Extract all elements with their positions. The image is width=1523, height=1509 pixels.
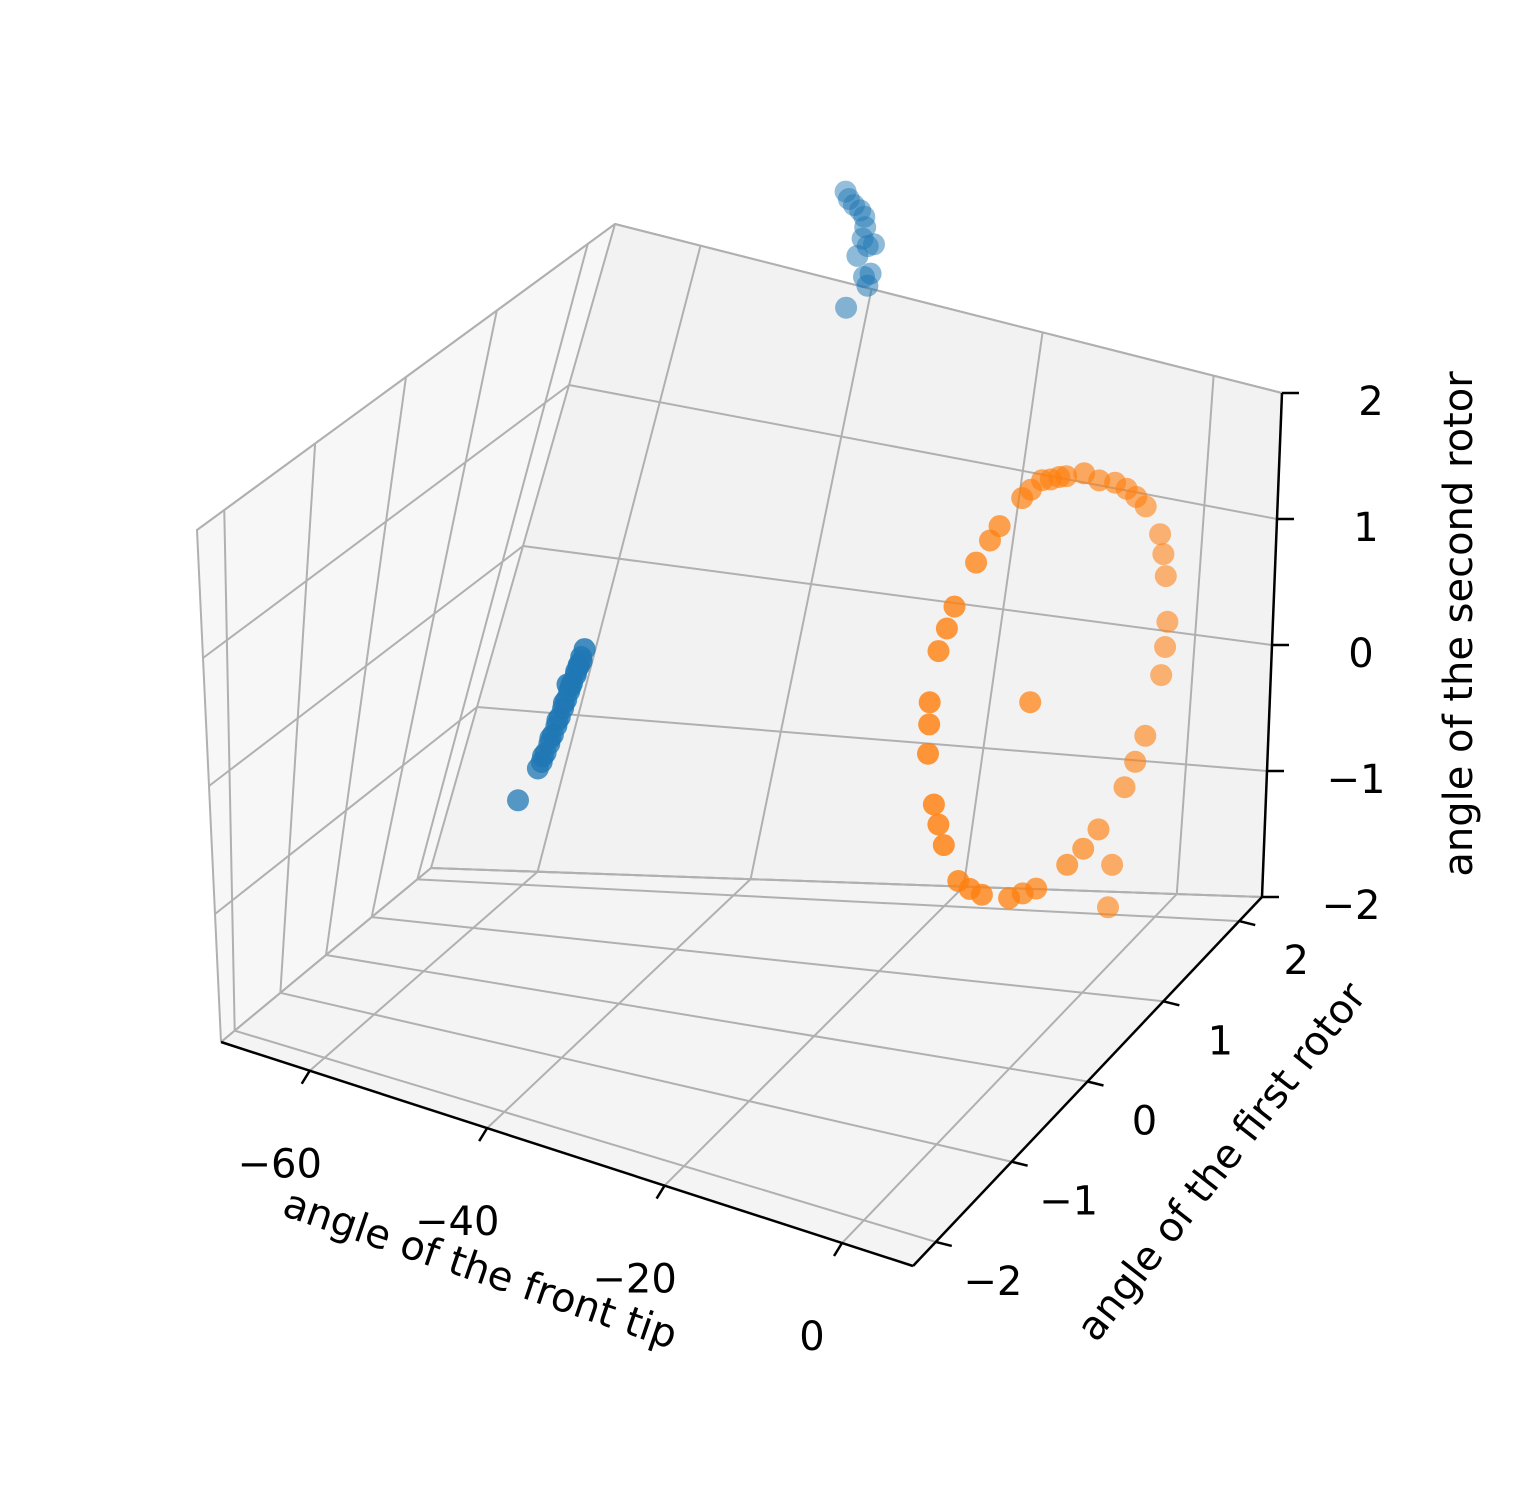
gridline-y-floor xyxy=(325,954,1088,1083)
y-tick-label: 2 xyxy=(1283,938,1308,984)
y-tick-label: 1 xyxy=(1208,1018,1233,1064)
pane-back xyxy=(431,224,1282,897)
data-point-series-2 xyxy=(1087,818,1110,841)
data-point-series-2 xyxy=(1124,750,1147,773)
gridline-z-left xyxy=(202,384,570,659)
data-point-series-1 xyxy=(835,296,858,319)
gridline-z-left xyxy=(214,706,478,915)
gridline-y-floor xyxy=(234,1029,937,1243)
x-tick-label: −40 xyxy=(415,1199,499,1245)
gridline-z-back xyxy=(522,545,1273,646)
data-point-series-2 xyxy=(1152,543,1175,566)
data-point-series-2 xyxy=(918,713,941,736)
data-point-series-1 xyxy=(507,789,529,812)
z-tick-label: 0 xyxy=(1348,631,1373,677)
gridline-z-back xyxy=(430,867,1263,898)
y-tick-mark xyxy=(935,1240,953,1248)
z-tick-label: −2 xyxy=(1322,883,1381,929)
y-tick-mark xyxy=(1163,1000,1180,1007)
data-point-series-1 xyxy=(834,180,857,203)
data-points xyxy=(507,180,1179,919)
gridline-y-floor xyxy=(280,991,1012,1163)
z-axis-label: angle of the second rotor xyxy=(1436,371,1482,877)
pane-floor xyxy=(221,868,1262,1266)
data-point-series-2 xyxy=(947,870,970,892)
data-point-series-2 xyxy=(1019,691,1042,714)
data-point-series-2 xyxy=(1154,636,1177,658)
gridline-z-left xyxy=(196,223,616,531)
data-point-series-2 xyxy=(935,617,958,640)
z-tick-label: 2 xyxy=(1358,379,1383,425)
y-tick-label: −2 xyxy=(963,1259,1022,1305)
gridline-y-floor xyxy=(371,916,1164,1003)
y-tick-label: 0 xyxy=(1132,1099,1157,1145)
x-tick-label: −20 xyxy=(592,1257,676,1303)
data-point-series-2 xyxy=(1150,664,1173,687)
data-point-series-2 xyxy=(1156,610,1179,633)
data-point-series-2 xyxy=(1101,853,1124,876)
y-tick-mark xyxy=(1087,1080,1104,1087)
data-point-series-2 xyxy=(1056,853,1079,876)
data-point-series-2 xyxy=(943,595,966,618)
gridline-z-back xyxy=(568,384,1278,520)
data-point-series-1 xyxy=(849,199,872,222)
x-tick-mark xyxy=(478,1127,489,1142)
data-point-series-1 xyxy=(556,673,579,696)
y-tick-mark xyxy=(1011,1160,1028,1167)
data-point-series-2 xyxy=(1113,776,1136,799)
x-axis-line xyxy=(220,1040,914,1268)
x-tick-mark xyxy=(832,1242,844,1257)
data-point-series-1 xyxy=(843,194,865,217)
data-point-series-2 xyxy=(918,691,941,714)
data-point-series-2 xyxy=(1149,523,1172,546)
data-point-series-2 xyxy=(927,813,950,836)
x-tick-mark xyxy=(655,1184,666,1200)
data-point-series-2 xyxy=(932,834,955,857)
data-point-series-2 xyxy=(1134,724,1157,747)
data-point-series-2 xyxy=(917,742,939,765)
y-tick-mark xyxy=(1238,919,1256,927)
data-point-series-2 xyxy=(922,793,945,816)
data-point-series-1 xyxy=(846,244,869,267)
data-point-series-2 xyxy=(965,551,988,574)
z-tick-label: 1 xyxy=(1353,505,1378,551)
x-tick-mark xyxy=(300,1070,311,1085)
x-tick-label: −60 xyxy=(237,1142,321,1188)
axis-lines xyxy=(220,391,1299,1268)
data-point-series-2 xyxy=(979,529,1001,552)
data-point-series-2 xyxy=(1097,896,1119,919)
data-point-series-2 xyxy=(927,640,950,663)
data-point-series-2 xyxy=(998,887,1021,910)
data-point-series-2 xyxy=(1011,487,1034,510)
data-point-series-1 xyxy=(573,638,596,661)
y-tick-label: −1 xyxy=(1039,1179,1098,1225)
data-point-series-2 xyxy=(1073,462,1096,485)
z-tick-label: −1 xyxy=(1327,757,1386,803)
x-tick-label: 0 xyxy=(799,1314,824,1360)
tick-labels: −60 −40 −20 0 −2 −1 0 1 2 −2 −1 0 1 2 xyxy=(237,379,1385,1360)
data-point-series-1 xyxy=(837,188,860,210)
gridline-z-back xyxy=(614,223,1283,394)
data-point-series-1 xyxy=(856,274,879,297)
gridline-z-left xyxy=(208,545,524,787)
gridline-z-left xyxy=(220,867,432,1043)
data-point-series-2 xyxy=(1072,837,1095,860)
data-point-series-2 xyxy=(1154,565,1177,588)
